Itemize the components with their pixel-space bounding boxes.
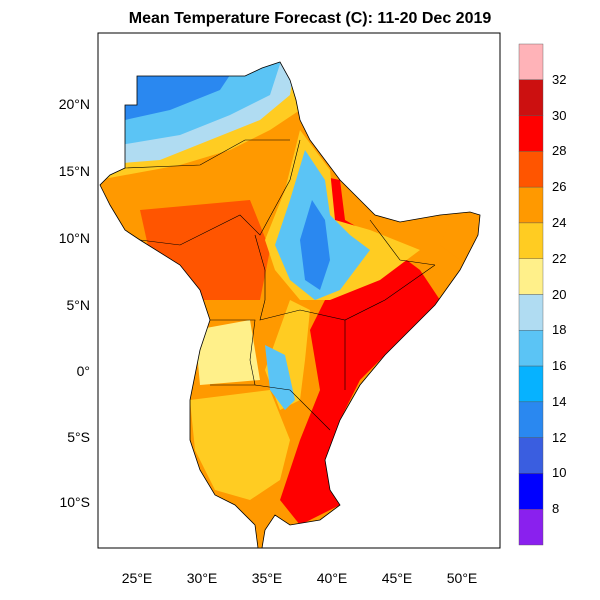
colorbar-box bbox=[518, 258, 544, 295]
colorbar-label: 26 bbox=[552, 179, 567, 195]
lat-tick-label: 10°N bbox=[58, 230, 90, 246]
lat-tick-label: 5°S bbox=[67, 429, 90, 445]
lon-tick-label: 35°E bbox=[251, 570, 283, 586]
colorbar-label: 22 bbox=[552, 250, 567, 266]
lat-tick-label: 0° bbox=[76, 363, 90, 379]
colorbar-box bbox=[518, 330, 544, 367]
country-borders bbox=[124, 139, 436, 431]
colorbar-label: 32 bbox=[552, 71, 567, 87]
lon-tick-label: 45°E bbox=[381, 570, 413, 586]
colorbar-label: 18 bbox=[552, 322, 567, 338]
colorbar-box bbox=[518, 509, 544, 546]
colorbar-box bbox=[518, 43, 544, 80]
colorbar-box bbox=[518, 401, 544, 438]
colorbar-label: 14 bbox=[552, 393, 567, 409]
lat-tick-label: 10°S bbox=[59, 494, 90, 510]
map-title: Mean Temperature Forecast (C): 11-20 Dec… bbox=[128, 10, 492, 27]
colorbar-box bbox=[518, 186, 544, 224]
colorbar-box bbox=[518, 437, 544, 474]
lat-tick-label: 20°N bbox=[58, 96, 90, 112]
colorbar-label: 30 bbox=[552, 107, 567, 123]
colorbar-label: 16 bbox=[552, 358, 567, 374]
lat-tick-label: 5°N bbox=[66, 297, 91, 313]
colorbar-box bbox=[518, 222, 544, 259]
lon-tick-label: 40°E bbox=[316, 570, 348, 586]
colorbar-box bbox=[518, 115, 544, 152]
colorbar-label: 20 bbox=[552, 286, 567, 302]
colorbar-box bbox=[518, 151, 544, 188]
lon-tick-label: 30°E bbox=[186, 570, 218, 586]
colorbar-box bbox=[518, 79, 544, 116]
lon-tick-label: 50°E bbox=[446, 570, 478, 586]
colorbar bbox=[518, 43, 544, 546]
colorbar-label: 24 bbox=[552, 214, 567, 230]
lon-tick-label: 25°E bbox=[121, 570, 153, 586]
colorbar-label: 28 bbox=[552, 143, 567, 159]
colorbar-box bbox=[518, 294, 544, 331]
colorbar-label: 8 bbox=[552, 501, 560, 517]
colorbar-box bbox=[518, 473, 544, 510]
lat-tick-label: 15°N bbox=[58, 163, 90, 179]
colorbar-label: 10 bbox=[552, 465, 567, 481]
colorbar-box bbox=[518, 365, 544, 403]
colorbar-label: 12 bbox=[552, 429, 567, 445]
